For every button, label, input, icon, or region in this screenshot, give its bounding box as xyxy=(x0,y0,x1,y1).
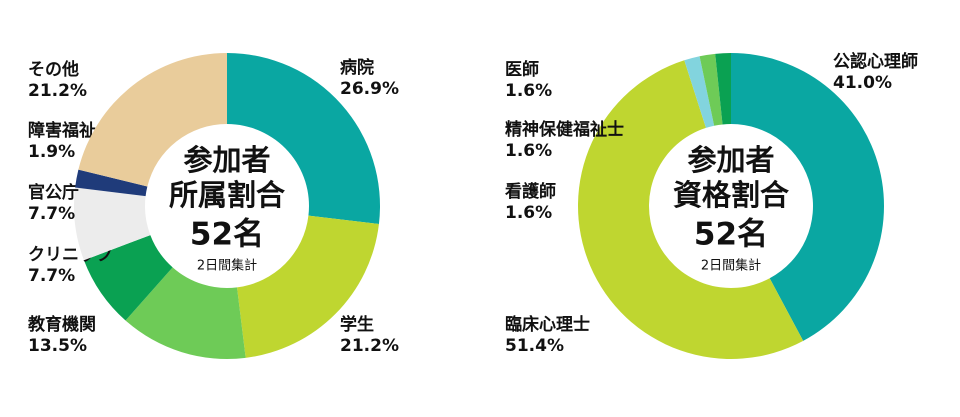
donut-segment xyxy=(125,267,246,359)
value-label: 51.4% xyxy=(505,336,564,356)
value-label: 21.2% xyxy=(28,81,87,101)
center-note: 2日間集計 xyxy=(197,258,257,274)
category-label: 病院 xyxy=(340,57,374,78)
category-label: 障害福祉 xyxy=(28,120,96,141)
donut-segment xyxy=(715,53,731,125)
value-label: 26.9% xyxy=(340,79,399,99)
value-label: 7.7% xyxy=(28,204,75,224)
category-label: その他 xyxy=(28,59,79,80)
donut-segment xyxy=(75,169,148,197)
category-label: 官公庁 xyxy=(28,182,79,203)
value-label: 1.6% xyxy=(505,203,552,223)
category-label: 精神保健福祉士 xyxy=(505,119,624,140)
category-label: 医師 xyxy=(505,59,539,80)
donut-segment xyxy=(83,235,173,321)
donut-segment xyxy=(227,53,380,224)
category-label: 看護師 xyxy=(504,181,556,202)
center-text: 52名 xyxy=(694,217,768,253)
category-label: 臨床心理士 xyxy=(505,314,590,335)
center-note: 2日間集計 xyxy=(701,258,761,274)
center-text: 所属割合 xyxy=(169,178,285,212)
center-text: 参加者 xyxy=(687,143,774,177)
value-label: 21.2% xyxy=(340,336,399,356)
value-label: 1.6% xyxy=(505,141,552,161)
donut-segment xyxy=(78,53,227,187)
value-label: 7.7% xyxy=(28,266,75,286)
donut-segment xyxy=(237,215,379,358)
donut-segment xyxy=(74,187,151,261)
value-label: 1.6% xyxy=(505,81,552,101)
donut-segment xyxy=(731,53,885,341)
donut-segment xyxy=(684,56,715,128)
value-label: 1.9% xyxy=(28,142,75,162)
donut-segment xyxy=(699,53,723,126)
category-label: 教育機関 xyxy=(27,314,96,335)
category-label: 公認心理師 xyxy=(833,51,918,72)
category-label: 学生 xyxy=(340,314,374,335)
center-text: 52名 xyxy=(190,217,264,253)
value-label: 41.0% xyxy=(833,73,892,93)
center-text: 参加者 xyxy=(183,143,270,177)
value-label: 13.5% xyxy=(28,336,87,356)
center-text: 資格割合 xyxy=(673,178,789,212)
donut-segment xyxy=(578,60,804,359)
